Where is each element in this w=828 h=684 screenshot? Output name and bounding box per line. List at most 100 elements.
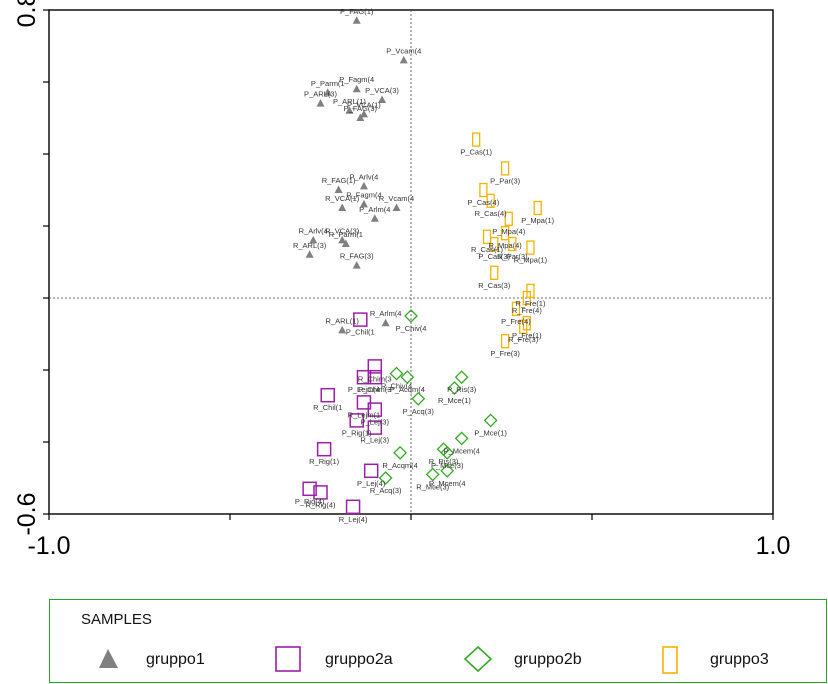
data-point [533, 200, 542, 216]
data-point [378, 95, 387, 103]
data-point [352, 16, 361, 24]
point-label: R_Mpa(4) [488, 241, 522, 250]
point-label: P_Cas(1) [460, 148, 492, 157]
data-point [454, 370, 469, 385]
point-label: P_Chiv(4 [396, 324, 427, 333]
legend-label: gruppo2b [514, 651, 582, 668]
legend-label: gruppo3 [710, 651, 769, 668]
data-point [399, 55, 408, 64]
point-label: P_Rig(1) [342, 428, 372, 437]
point-labels: P_FAG(1) P_Vcam(4 P_Fagm(4P_Parm(1 P_VCA(3)… [293, 7, 555, 524]
data-point [353, 312, 368, 327]
data-point [367, 402, 383, 417]
data-point [341, 239, 350, 247]
data-point [359, 109, 368, 118]
point-label: P_Arlv(4 [350, 172, 379, 181]
data-point [479, 182, 488, 198]
data-point [508, 236, 517, 252]
point-label: R_FAG(1) [322, 176, 356, 185]
data-point [356, 369, 372, 385]
data-point [316, 441, 332, 457]
legend-title: SAMPLES [81, 611, 152, 628]
point-label: P_Mcem(4 [444, 446, 480, 455]
data-point [511, 301, 521, 316]
point-label: R_Arlm(4 [370, 309, 402, 318]
point-label: P_Parm(1 [311, 79, 345, 88]
rect-marker-icon [662, 646, 678, 674]
data-point [359, 199, 368, 208]
point-label: R_Vcam(4 [379, 194, 414, 203]
data-point [411, 391, 426, 406]
data-point [345, 106, 354, 114]
data-point [338, 235, 347, 244]
square-marker-icon [275, 646, 301, 672]
point-label: P_Mpa(1) [521, 216, 554, 225]
data-point [454, 431, 469, 446]
data-point [447, 381, 462, 395]
data-point [352, 84, 361, 93]
point-label: P_Chim(3 [358, 385, 391, 394]
data-point [359, 181, 368, 190]
point-label: P_Fre(4) [501, 317, 531, 326]
data-point [356, 113, 365, 121]
point-label: P_VCA(3) [365, 86, 399, 95]
point-label: R_Cas(4) [475, 209, 508, 218]
point-label: R_Mce(1) [438, 396, 471, 405]
point-label: P_Chil(1 [346, 328, 375, 337]
point-label: R_Mce(3) [416, 482, 449, 491]
point-label: R_ARL(3) [293, 241, 327, 250]
data-point [367, 369, 383, 385]
data-point [389, 366, 404, 381]
data-point [490, 236, 499, 252]
data-point [367, 420, 383, 435]
point-label: P_ARL(1) [333, 97, 366, 106]
point-label: R_Fre(1) [515, 299, 546, 308]
data-point [519, 319, 528, 334]
data-point [522, 290, 531, 306]
data-point [367, 359, 383, 374]
data-point [338, 203, 347, 211]
point-label: R_Rig(1) [309, 457, 340, 466]
point-label: P_Lej(4) [357, 479, 386, 488]
data-point [323, 88, 332, 96]
data-point [305, 250, 314, 258]
y-tick-label: -0.6 [13, 492, 41, 535]
point-label: R_Lej(3) [360, 436, 389, 445]
data-point [500, 226, 510, 241]
point-label: R_Chiv(4 [381, 382, 412, 391]
x-tick-label: 1.0 [756, 532, 791, 560]
point-label: P_Cas(4) [468, 198, 500, 207]
point-label: P_Rig(4) [295, 497, 325, 506]
point-label: P_Fagm(4 [339, 75, 374, 84]
point-label: P_Vcam(4 [386, 46, 421, 55]
point-label: R_Fagm(4 [346, 190, 381, 199]
data-point [363, 463, 379, 479]
data-point [309, 235, 318, 244]
point-label: R_FAG(3) [340, 252, 374, 261]
data-point [486, 193, 495, 208]
point-label: P_Par(3) [490, 176, 521, 185]
data-point [400, 370, 415, 385]
point-label: R_Rig(4) [305, 500, 336, 509]
point-label: R_Lejm(1 [348, 410, 381, 419]
point-label: P_Cas(3) [478, 252, 510, 261]
data-point [316, 99, 325, 107]
point-label: P_Mce(1) [474, 428, 507, 437]
point-label: P_Mpa(4) [492, 227, 525, 236]
data-point [482, 229, 492, 244]
data-point [334, 185, 343, 193]
data-point [472, 132, 481, 147]
point-label: P_FAG(1) [340, 7, 374, 16]
data-point [313, 485, 328, 500]
legend-label: gruppo1 [146, 651, 205, 668]
data-point [526, 240, 535, 255]
point-label: P_Ris(3) [447, 385, 477, 394]
point-label: R_Arlv(4 [299, 226, 328, 235]
point-label: R_Par(3) [497, 252, 528, 261]
point-label: R_Fre(4) [512, 306, 543, 315]
data-points [302, 16, 542, 515]
point-label: R_VCA(1) [325, 194, 360, 203]
axes: -1.0 1.0 0.8 -0.6 [13, 0, 790, 560]
triangle-marker-icon [99, 649, 118, 668]
data-point [345, 499, 361, 515]
